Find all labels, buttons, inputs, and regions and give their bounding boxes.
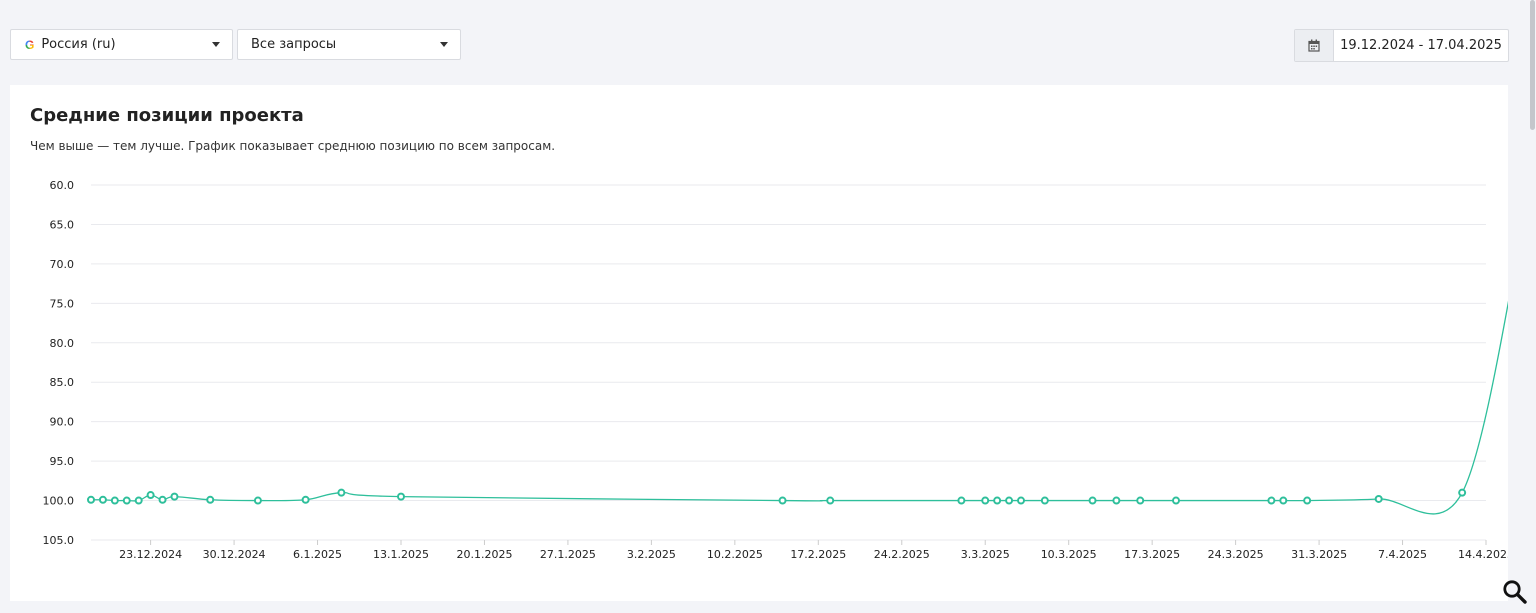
data-point: [1136, 496, 1145, 505]
x-tick-label: 14.4.2025: [1458, 548, 1508, 561]
chart-grid: [91, 184, 1486, 541]
x-tick-label: 6.1.2025: [293, 548, 342, 561]
y-tick-label: 70.0: [50, 258, 75, 271]
y-tick-label: 75.0: [50, 297, 75, 310]
card-subtitle: Чем выше — тем лучше. График показывает …: [30, 139, 556, 153]
data-point: [110, 496, 119, 505]
x-axis: 23.12.2024 30.12.2024 6.1.2025 13.1.2025 20.…: [119, 540, 1508, 561]
data-points: [87, 488, 1467, 505]
data-point: [1303, 496, 1312, 505]
y-tick-label: 60.0: [50, 179, 75, 192]
x-tick-label: 24.2.2025: [874, 548, 930, 561]
y-tick-label: 100.0: [43, 495, 75, 508]
x-tick-label: 17.3.2025: [1124, 548, 1180, 561]
data-point: [170, 492, 179, 501]
y-tick-label: 65.0: [50, 218, 75, 231]
data-point: [134, 496, 143, 505]
x-tick-label: 13.1.2025: [373, 548, 429, 561]
series-line: [90, 300, 1508, 515]
data-point: [981, 496, 990, 505]
y-tick-label: 95.0: [50, 455, 75, 468]
y-tick-label: 85.0: [50, 376, 75, 389]
data-point: [778, 496, 787, 505]
date-range-value[interactable]: 19.12.2024 - 17.04.2025: [1340, 38, 1502, 53]
card-title: Средние позиции проекта: [30, 105, 304, 126]
data-point: [1112, 496, 1121, 505]
zoom-button[interactable]: [1500, 577, 1530, 607]
y-tick-label: 80.0: [50, 337, 75, 350]
magnifier-icon: [1503, 580, 1527, 604]
query-filter-select[interactable]: Все запросы: [237, 29, 461, 60]
region-select[interactable]: G Россия (ru): [10, 29, 233, 60]
toolbar: G Россия (ru) Все запросы 19.12.2024 - 1…: [0, 0, 1536, 80]
caret-down-icon: [440, 42, 448, 47]
data-point: [826, 496, 835, 505]
data-point: [1172, 496, 1180, 505]
data-point: [993, 496, 1002, 505]
data-point: [122, 496, 131, 505]
data-point: [957, 496, 966, 505]
data-point: [1279, 496, 1288, 505]
calendar-icon[interactable]: [1295, 30, 1334, 61]
x-tick-label: 10.3.2025: [1041, 548, 1097, 561]
x-tick-label: 24.3.2025: [1208, 548, 1264, 561]
data-point: [337, 488, 346, 497]
data-point: [1017, 496, 1025, 505]
y-tick-label: 90.0: [50, 416, 75, 429]
x-tick-label: 31.3.2025: [1291, 548, 1347, 561]
data-point: [1267, 496, 1276, 505]
x-tick-label: 3.3.2025: [961, 548, 1010, 561]
y-tick-label: 105.0: [43, 534, 75, 547]
page-scrollbar[interactable]: [1530, 0, 1535, 130]
google-icon: G: [25, 37, 35, 52]
data-point: [1088, 496, 1097, 505]
data-point: [146, 491, 155, 500]
data-point: [158, 495, 167, 504]
data-point: [1005, 496, 1014, 505]
region-select-label: Россия (ru): [41, 37, 116, 52]
data-point: [1040, 496, 1049, 505]
x-tick-label: 7.4.2025: [1378, 548, 1427, 561]
data-point: [397, 492, 405, 501]
x-tick-label: 23.12.2024: [119, 548, 182, 561]
data-point: [87, 495, 95, 504]
data-point: [301, 495, 310, 504]
x-tick-label: 3.2.2025: [627, 548, 676, 561]
data-point: [98, 495, 107, 504]
x-tick-label: 17.2.2025: [790, 548, 846, 561]
average-positions-card: Средние позиции проекта Чем выше — тем л…: [10, 85, 1508, 601]
date-range-picker[interactable]: 19.12.2024 - 17.04.2025: [1294, 29, 1509, 62]
x-tick-label: 10.2.2025: [707, 548, 763, 561]
x-tick-label: 27.1.2025: [540, 548, 596, 561]
query-filter-label: Все запросы: [251, 37, 337, 52]
x-tick-label: 30.12.2024: [203, 548, 266, 561]
y-axis: 60.0 65.0 70.0 75.0 80.0 85.0 90.0 95.0 100.0 105…: [43, 179, 75, 547]
data-point: [206, 495, 215, 504]
data-point: [1374, 494, 1383, 503]
data-point: [1458, 488, 1467, 497]
x-tick-label: 20.1.2025: [456, 548, 512, 561]
data-point: [253, 496, 262, 505]
caret-down-icon: [212, 42, 220, 47]
average-position-chart: 60.0 65.0 70.0 75.0 80.0 85.0 90.0 95.0 100.0 105…: [43, 179, 1508, 561]
